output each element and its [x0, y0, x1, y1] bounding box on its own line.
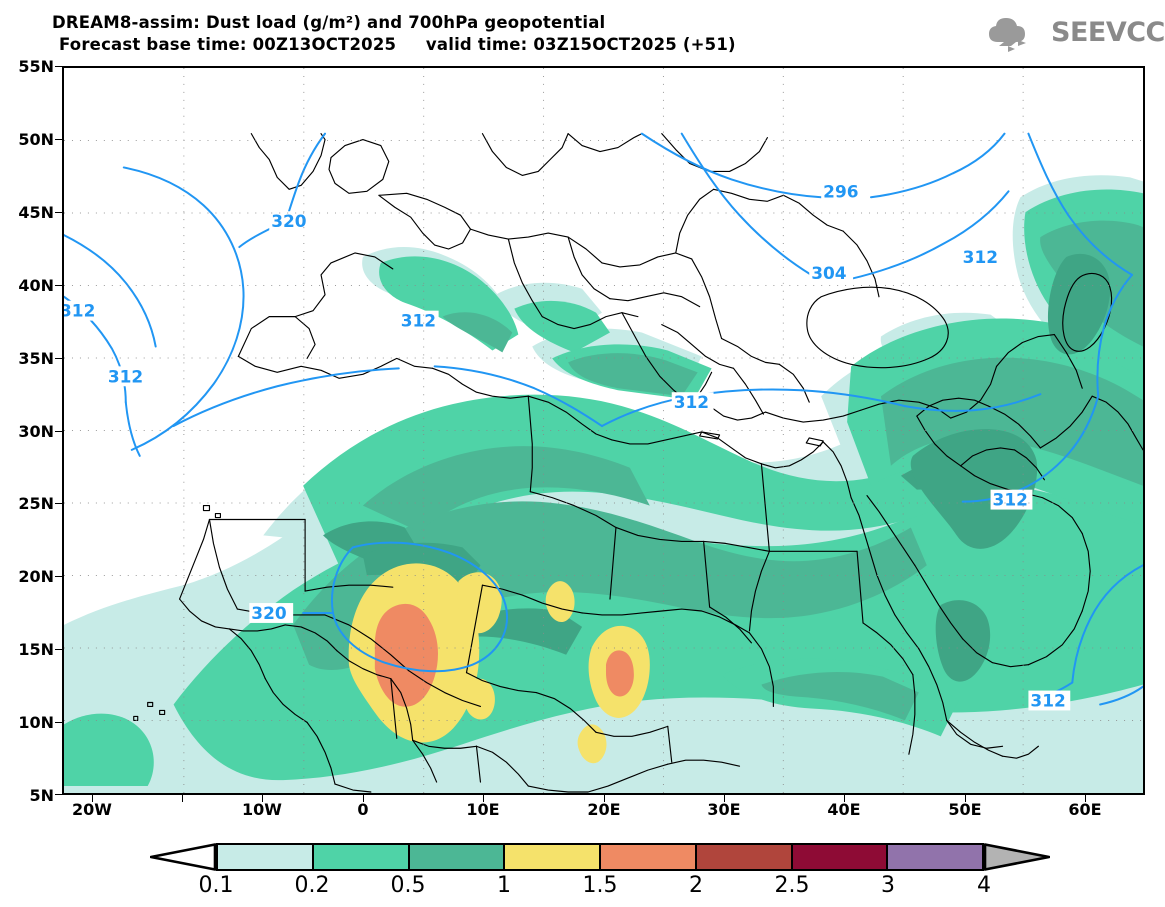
- y-tick: [55, 576, 62, 578]
- x-tick: [182, 795, 183, 802]
- colorbar-over-cap: [983, 843, 1051, 871]
- y-tick-label: 5N: [29, 786, 54, 805]
- x-tick: [92, 795, 93, 802]
- colorbar-tick-label: 2.5: [774, 873, 810, 898]
- colorbar-swatch-2[interactable]: [694, 843, 791, 871]
- colorbar-swatch-0.2[interactable]: [311, 843, 408, 871]
- x-tick-label: 60E: [1068, 800, 1102, 819]
- colorbar-tick-label: 0.1: [198, 873, 234, 898]
- y-tick-label: 55N: [18, 57, 54, 76]
- contour-label-312-libya: 312: [671, 392, 714, 412]
- svg-text:312: 312: [674, 392, 709, 412]
- x-tick-label: 50E: [948, 800, 982, 819]
- x-tick-label: 40E: [827, 800, 861, 819]
- x-tick-label: 20E: [587, 800, 621, 819]
- colorbar-swatches[interactable]: [216, 843, 984, 871]
- title-line-1: DREAM8-assim: Dust load (g/m²) and 700hP…: [52, 13, 606, 32]
- cloud-wind-icon: [978, 12, 1044, 52]
- y-tick-label: 50N: [18, 129, 54, 149]
- dust-load-map: 320 296 304 312 312: [64, 68, 1143, 793]
- contour-labels: 320 296 304 312 312: [64, 181, 1071, 710]
- x-tick-label: 10E: [466, 800, 500, 819]
- contour-label-320-sahara: 320: [249, 603, 294, 623]
- colorbar-under-cap: [149, 843, 217, 871]
- x-tick: [844, 795, 845, 802]
- y-tick-label: 15N: [18, 640, 54, 660]
- colorbar-tick-label: 3: [881, 873, 895, 898]
- y-tick-label: 40N: [18, 275, 54, 295]
- y-tick: [55, 357, 62, 359]
- colorbar-swatch-0.5[interactable]: [407, 843, 504, 871]
- contour-label-312-atlantic-n: 312: [64, 301, 95, 321]
- y-tick: [55, 211, 62, 213]
- x-tick: [1085, 795, 1086, 802]
- y-tick: [55, 430, 62, 432]
- svg-text:320: 320: [271, 211, 306, 231]
- colorbar-swatch-1.5[interactable]: [599, 843, 695, 871]
- colorbar-tick-label: 0.2: [294, 873, 330, 898]
- page-title: DREAM8-assim: Dust load (g/m²) and 700hP…: [52, 12, 736, 56]
- contour-label-312-arabia: 312: [1028, 690, 1071, 710]
- svg-text:296: 296: [823, 181, 858, 201]
- colorbar-tick-label: 4: [977, 873, 991, 898]
- y-tick: [55, 503, 62, 505]
- contour-label-312-caspian: 312: [990, 490, 1033, 510]
- seevccc-logo: SEEVCCC: [978, 10, 1165, 54]
- y-tick: [55, 722, 62, 724]
- colorbar-tick-label: 1.5: [582, 873, 618, 898]
- svg-text:312: 312: [108, 366, 143, 386]
- svg-text:312: 312: [963, 247, 998, 267]
- svg-text:312: 312: [401, 311, 436, 331]
- contour-label-312-atlantic-s: 312: [105, 366, 148, 386]
- y-tick: [55, 794, 62, 795]
- colorbar-swatch-3[interactable]: [886, 843, 984, 871]
- colorbar-tick-label: 0.5: [390, 873, 426, 898]
- map-plot-area[interactable]: 320 296 304 312 312: [62, 66, 1145, 795]
- x-tick-label: 30E: [707, 800, 741, 819]
- x-tick: [483, 795, 484, 802]
- svg-text:312: 312: [993, 490, 1028, 510]
- colorbar-swatch-0.1[interactable]: [216, 843, 312, 871]
- contour-label-312-iberia: 312: [398, 311, 439, 331]
- colorbar-swatch-2.5[interactable]: [790, 843, 887, 871]
- y-tick-label: 30N: [18, 421, 54, 441]
- y-tick: [55, 649, 62, 651]
- contour-label-304: 304: [809, 263, 854, 283]
- logo-wordmark: SEEVCCC: [1051, 16, 1165, 48]
- y-tick-label: 25N: [18, 494, 54, 514]
- y-tick-label: 35N: [18, 348, 54, 368]
- y-tick: [55, 66, 62, 67]
- y-tick: [55, 284, 62, 286]
- x-tick-label: 10W: [242, 800, 282, 819]
- contour-label-312-caucasus: 312: [960, 247, 1003, 267]
- contour-label-320-ireland: 320: [269, 211, 312, 231]
- colorbar[interactable]: 0.1 0.2 0.5 1 1.5 2 2.5 3 4: [149, 843, 1051, 903]
- svg-text:304: 304: [811, 263, 846, 283]
- x-tick-label: 20W: [72, 800, 112, 819]
- x-tick-label: 0: [357, 800, 369, 819]
- colorbar-tick-label: 2: [689, 873, 703, 898]
- y-tick: [55, 138, 62, 140]
- x-tick: [262, 795, 263, 802]
- svg-text:312: 312: [1030, 690, 1065, 710]
- svg-text:312: 312: [64, 301, 95, 321]
- svg-text:320: 320: [251, 603, 286, 623]
- map-coastlines: [133, 133, 1143, 793]
- y-tick-label: 20N: [18, 567, 54, 587]
- y-tick-label: 45N: [18, 202, 54, 222]
- contour-label-296: 296: [821, 181, 866, 201]
- x-tick: [604, 795, 605, 802]
- colorbar-tick-label: 1: [497, 873, 511, 898]
- y-tick-label: 10N: [18, 713, 54, 733]
- colorbar-swatch-1[interactable]: [503, 843, 599, 871]
- header: DREAM8-assim: Dust load (g/m²) and 700hP…: [0, 0, 1165, 62]
- x-tick: [965, 795, 966, 802]
- x-tick: [363, 795, 364, 802]
- x-tick: [724, 795, 725, 802]
- title-line-2: Forecast base time: 00Z13OCT2025 valid t…: [59, 35, 736, 54]
